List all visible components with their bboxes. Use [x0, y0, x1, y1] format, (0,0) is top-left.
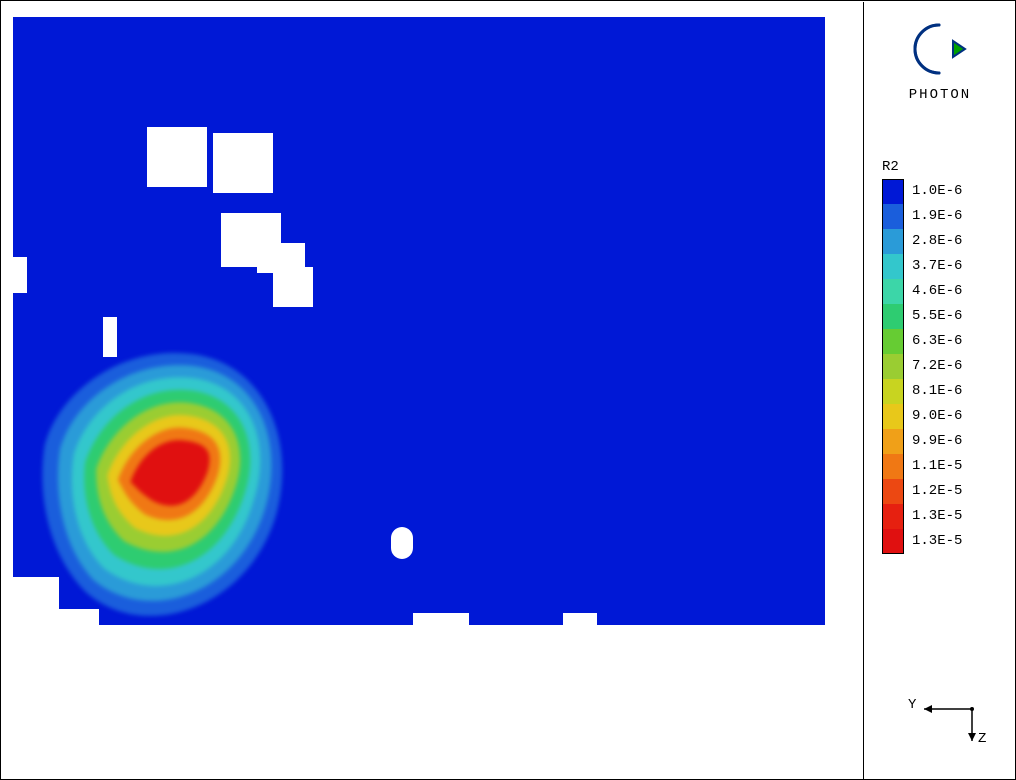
geometry-void: [13, 257, 27, 293]
legend-title: R2: [882, 159, 899, 175]
contour-plume: [13, 17, 825, 625]
sidebar: PHOTON R2 1.0E-61.9E-62.8E-63.7E-64.6E-6…: [864, 1, 1016, 779]
legend-swatch: [882, 254, 904, 279]
legend-swatch: [882, 279, 904, 304]
legend-label: 1.9E-6: [912, 204, 962, 229]
legend-label: 1.2E-5: [912, 479, 962, 504]
legend-label: 1.3E-5: [912, 529, 962, 554]
geometry-void: [13, 577, 59, 625]
legend-swatch: [882, 404, 904, 429]
legend-labels: 1.0E-61.9E-62.8E-63.7E-64.6E-65.5E-66.3E…: [912, 179, 962, 554]
software-logo-icon: [909, 19, 969, 79]
legend-swatch: [882, 304, 904, 329]
geometry-void: [257, 243, 305, 273]
legend-label: 4.6E-6: [912, 279, 962, 304]
axis-z-label: Z: [978, 731, 986, 747]
legend-swatch: [882, 529, 904, 554]
legend-swatch: [882, 204, 904, 229]
legend-label: 1.0E-6: [912, 179, 962, 204]
legend-swatch: [882, 379, 904, 404]
legend-swatch: [882, 329, 904, 354]
axis-orientation-icon: Y Z: [912, 689, 992, 749]
legend-label: 3.7E-6: [912, 254, 962, 279]
geometry-void: [103, 317, 117, 357]
legend-swatch: [882, 229, 904, 254]
legend-label: 9.9E-6: [912, 429, 962, 454]
geometry-void: [213, 133, 273, 193]
legend-label: 8.1E-6: [912, 379, 962, 404]
axis-y-label: Y: [908, 697, 916, 713]
legend-label: 9.0E-6: [912, 404, 962, 429]
legend-swatch: [882, 479, 904, 504]
contour-plot: [13, 17, 825, 625]
legend-label: 6.3E-6: [912, 329, 962, 354]
legend-swatch: [882, 504, 904, 529]
geometry-void: [273, 267, 313, 307]
legend-label: 7.2E-6: [912, 354, 962, 379]
legend-label: 2.8E-6: [912, 229, 962, 254]
legend-label: 5.5E-6: [912, 304, 962, 329]
legend-swatch: [882, 354, 904, 379]
geometry-void: [59, 609, 99, 625]
geometry-void: [147, 127, 207, 187]
software-name: PHOTON: [864, 87, 1016, 103]
geometry-void: [563, 613, 597, 625]
legend-swatch: [882, 179, 904, 204]
legend-label: 1.1E-5: [912, 454, 962, 479]
legend-swatches: [882, 179, 904, 554]
figure-frame: PHOTON R2 1.0E-61.9E-62.8E-63.7E-64.6E-6…: [0, 0, 1016, 780]
legend-swatch: [882, 429, 904, 454]
legend-swatch: [882, 454, 904, 479]
legend-label: 1.3E-5: [912, 504, 962, 529]
geometry-void: [413, 613, 469, 625]
geometry-void: [391, 527, 413, 559]
